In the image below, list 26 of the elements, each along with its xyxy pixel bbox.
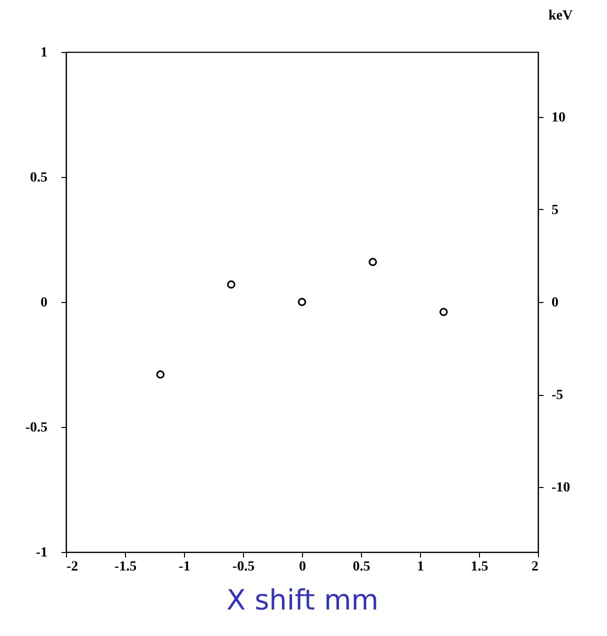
y-tick-label: -1 (36, 546, 48, 560)
x-tick-label: -1.5 (114, 560, 137, 574)
y-tick-label: 0.5 (30, 170, 48, 186)
point (298, 298, 306, 306)
x-tick-label: -0.5 (232, 560, 255, 574)
y2-tick-label: 0 (552, 296, 558, 310)
x-tick-label: 1 (417, 560, 424, 574)
y2-tick-label: -5 (552, 388, 564, 404)
x-axis-title: X shift mm (226, 584, 378, 616)
x-tick-label: -2 (66, 560, 78, 574)
point (439, 308, 448, 316)
y2-axis-title: keV (548, 8, 573, 24)
point (227, 280, 236, 289)
y-tick-label: 0 (40, 296, 48, 310)
x-tick-label: 1.5 (470, 560, 488, 574)
x-tick-label: 0.5 (352, 560, 370, 574)
x-tick-label: 0 (299, 560, 306, 574)
y2-tick-label: 10 (552, 110, 566, 126)
y2-tick-label: -10 (552, 480, 570, 496)
y2-tick-label: 5 (552, 202, 558, 218)
x-tick-label: -1 (178, 560, 190, 574)
point (156, 370, 165, 379)
x-tick-label: 2 (532, 560, 538, 574)
y-tick-label: -0.5 (25, 420, 48, 436)
point (368, 258, 377, 266)
y-tick-label: 1 (40, 46, 48, 60)
